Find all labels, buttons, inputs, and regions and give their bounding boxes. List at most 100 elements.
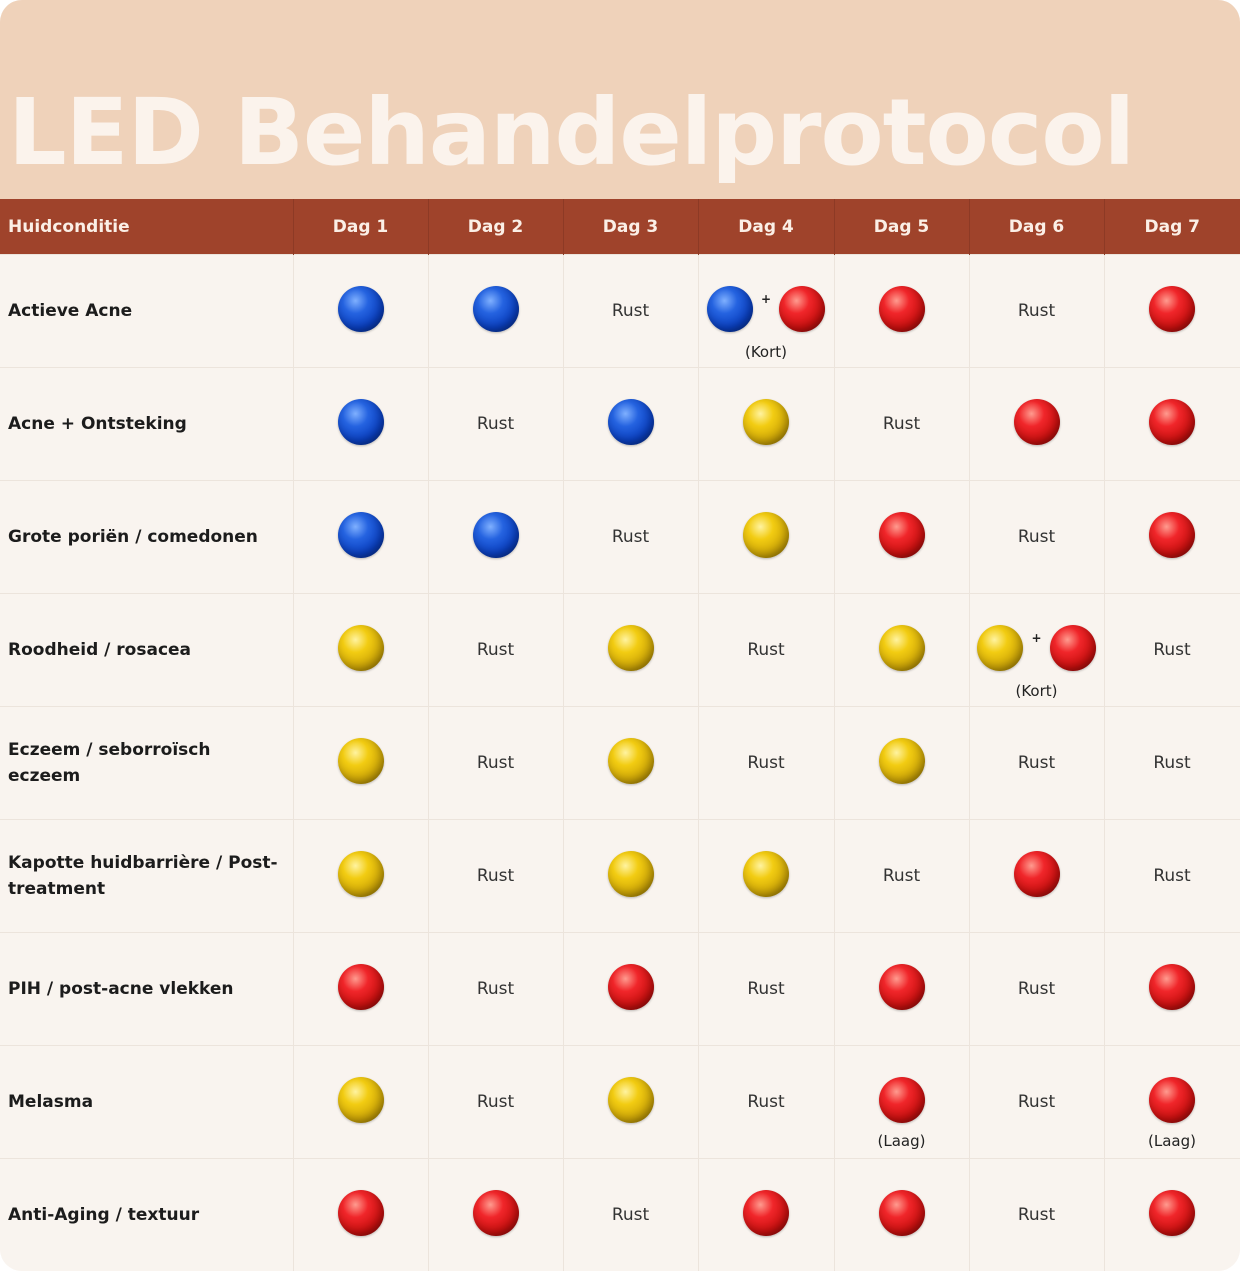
day-cell — [697, 480, 835, 594]
day-cell — [427, 254, 564, 368]
light-group — [337, 625, 384, 671]
day-cell — [427, 1158, 564, 1271]
day-cell: Rust — [697, 932, 835, 1046]
rest-label: Rust — [1017, 753, 1056, 773]
day-cell — [697, 1158, 835, 1271]
day-cell: Rust — [427, 932, 564, 1046]
day-cell — [292, 367, 429, 481]
day-cell: Rust — [1103, 593, 1240, 707]
plus-sign: + — [760, 292, 772, 306]
table-row: Grote poriën / comedonen Rust Rust — [0, 480, 1240, 594]
day-cell — [292, 254, 429, 368]
day-cell — [562, 367, 699, 481]
day-cell: Rust — [833, 819, 970, 933]
light-group — [337, 512, 384, 558]
rest-label: Rust — [476, 1092, 515, 1112]
table-row: Roodheid / rosacea Rust Rust + (Kort) Rust — [0, 593, 1240, 707]
light-group: + — [706, 286, 826, 332]
rest-label: Rust — [476, 414, 515, 434]
yellow-light-icon — [607, 625, 654, 671]
day-cell: + (Kort) — [968, 593, 1105, 707]
red-light-icon — [472, 1190, 519, 1236]
light-group — [743, 512, 789, 558]
day-cell — [1103, 932, 1240, 1046]
light-group — [1013, 851, 1060, 897]
rest-label: Rust — [611, 1205, 650, 1225]
light-group — [337, 1190, 384, 1236]
rest-label: Rust — [1017, 1205, 1056, 1225]
light-group — [472, 512, 519, 558]
day-cell: Rust — [1103, 819, 1240, 933]
rest-label: Rust — [1017, 979, 1056, 999]
light-group — [607, 1077, 654, 1123]
rest-label: Rust — [882, 414, 921, 434]
day-cell: Rust — [427, 367, 564, 481]
rest-label: Rust — [747, 979, 785, 999]
condition-label: Grote poriën / comedonen — [0, 480, 294, 594]
light-group — [878, 1190, 925, 1236]
column-header-day: Dag 5 — [833, 199, 969, 255]
rest-label: Rust — [1153, 866, 1191, 886]
light-group — [472, 1190, 519, 1236]
yellow-light-icon — [607, 1077, 654, 1123]
day-cell: Rust — [968, 480, 1105, 594]
light-group — [337, 1077, 384, 1123]
light-group — [337, 286, 384, 332]
day-cell — [833, 932, 970, 1046]
column-header-day: Dag 6 — [968, 199, 1104, 255]
table-row: Kapotte huidbarrière / Post-treatment Rus… — [0, 819, 1240, 933]
rest-label: Rust — [476, 753, 515, 773]
table-body: Actieve Acne Rust + (Kort) Rust Acne + Ontste… — [0, 254, 1240, 1271]
day-cell — [562, 706, 699, 820]
red-light-icon — [1049, 625, 1096, 671]
table-row: PIH / post-acne vlekken Rust Rust Rust — [0, 932, 1240, 1046]
day-cell — [697, 819, 835, 933]
rest-label: Rust — [476, 866, 515, 886]
column-header-day: Dag 2 — [427, 199, 563, 255]
day-cell: Rust — [427, 706, 564, 820]
day-cell — [292, 480, 429, 594]
light-group — [743, 399, 789, 445]
day-cell — [833, 254, 970, 368]
blue-light-icon — [706, 286, 753, 332]
light-group — [878, 512, 925, 558]
day-cell — [562, 932, 699, 1046]
light-group — [472, 286, 519, 332]
table-row: Acne + Ontsteking Rust Rust — [0, 367, 1240, 481]
blue-light-icon — [337, 399, 384, 445]
condition-label: Roodheid / rosacea — [0, 593, 294, 707]
rest-label: Rust — [747, 640, 785, 660]
red-light-icon — [607, 964, 654, 1010]
day-cell — [968, 367, 1105, 481]
red-light-icon — [878, 964, 925, 1010]
light-group — [1013, 399, 1060, 445]
condition-label: Actieve Acne — [0, 254, 294, 368]
rest-label: Rust — [882, 866, 921, 886]
light-group — [337, 851, 384, 897]
yellow-light-icon — [743, 399, 789, 445]
day-cell — [427, 480, 564, 594]
light-group — [878, 625, 925, 671]
light-group — [1149, 1190, 1195, 1236]
day-cell — [562, 593, 699, 707]
day-cell: Rust — [562, 480, 699, 594]
light-group — [1149, 1077, 1195, 1123]
light-group — [607, 964, 654, 1010]
day-cell: Rust — [968, 1158, 1105, 1271]
day-cell: Rust — [562, 1158, 699, 1271]
yellow-light-icon — [977, 625, 1024, 671]
day-cell: Rust — [427, 819, 564, 933]
blue-light-icon — [472, 286, 519, 332]
yellow-light-icon — [743, 512, 789, 558]
light-group — [878, 286, 925, 332]
red-light-icon — [1149, 1077, 1195, 1123]
red-light-icon — [878, 286, 925, 332]
day-cell — [292, 932, 429, 1046]
rest-label: Rust — [1017, 527, 1056, 547]
day-cell: Rust — [833, 367, 970, 481]
rest-label: Rust — [611, 301, 650, 321]
day-cell: (Laag) — [833, 1045, 970, 1159]
column-header-day: Dag 7 — [1103, 199, 1240, 255]
day-cell — [1103, 1158, 1240, 1271]
